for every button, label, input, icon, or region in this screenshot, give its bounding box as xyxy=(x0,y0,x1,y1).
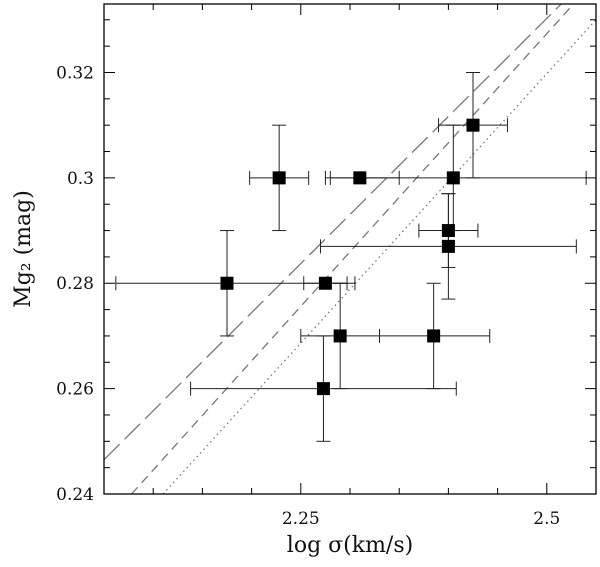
y-tick-label: 0.26 xyxy=(56,380,94,400)
data-point-0 xyxy=(272,171,286,185)
data-point-3 xyxy=(466,118,480,132)
data-point-2 xyxy=(446,171,460,185)
x-axis-title: log σ(km/s) xyxy=(287,533,413,558)
data-point-6 xyxy=(220,276,234,290)
data-point-10 xyxy=(316,382,330,396)
data-point-9 xyxy=(427,329,441,343)
y-tick-label: 0.3 xyxy=(67,169,94,189)
data-point-8 xyxy=(333,329,347,343)
data-point-5 xyxy=(441,239,455,253)
data-point-1 xyxy=(353,171,367,185)
y-tick-label: 0.28 xyxy=(56,274,94,294)
fit-line-dotted xyxy=(162,19,596,494)
x-tick-label: 2.5 xyxy=(533,509,560,529)
plot-frame xyxy=(103,3,597,495)
data-point-7 xyxy=(318,276,332,290)
y-axis-title: Mg₂ (mag) xyxy=(11,190,36,308)
x-tick-label: 2.25 xyxy=(282,509,320,529)
fit-line-long-dash xyxy=(104,4,563,461)
y-tick-label: 0.32 xyxy=(56,63,94,83)
fit-line-short-dash xyxy=(131,4,575,494)
data-point-4 xyxy=(441,224,455,238)
y-tick-label: 0.24 xyxy=(56,485,94,505)
